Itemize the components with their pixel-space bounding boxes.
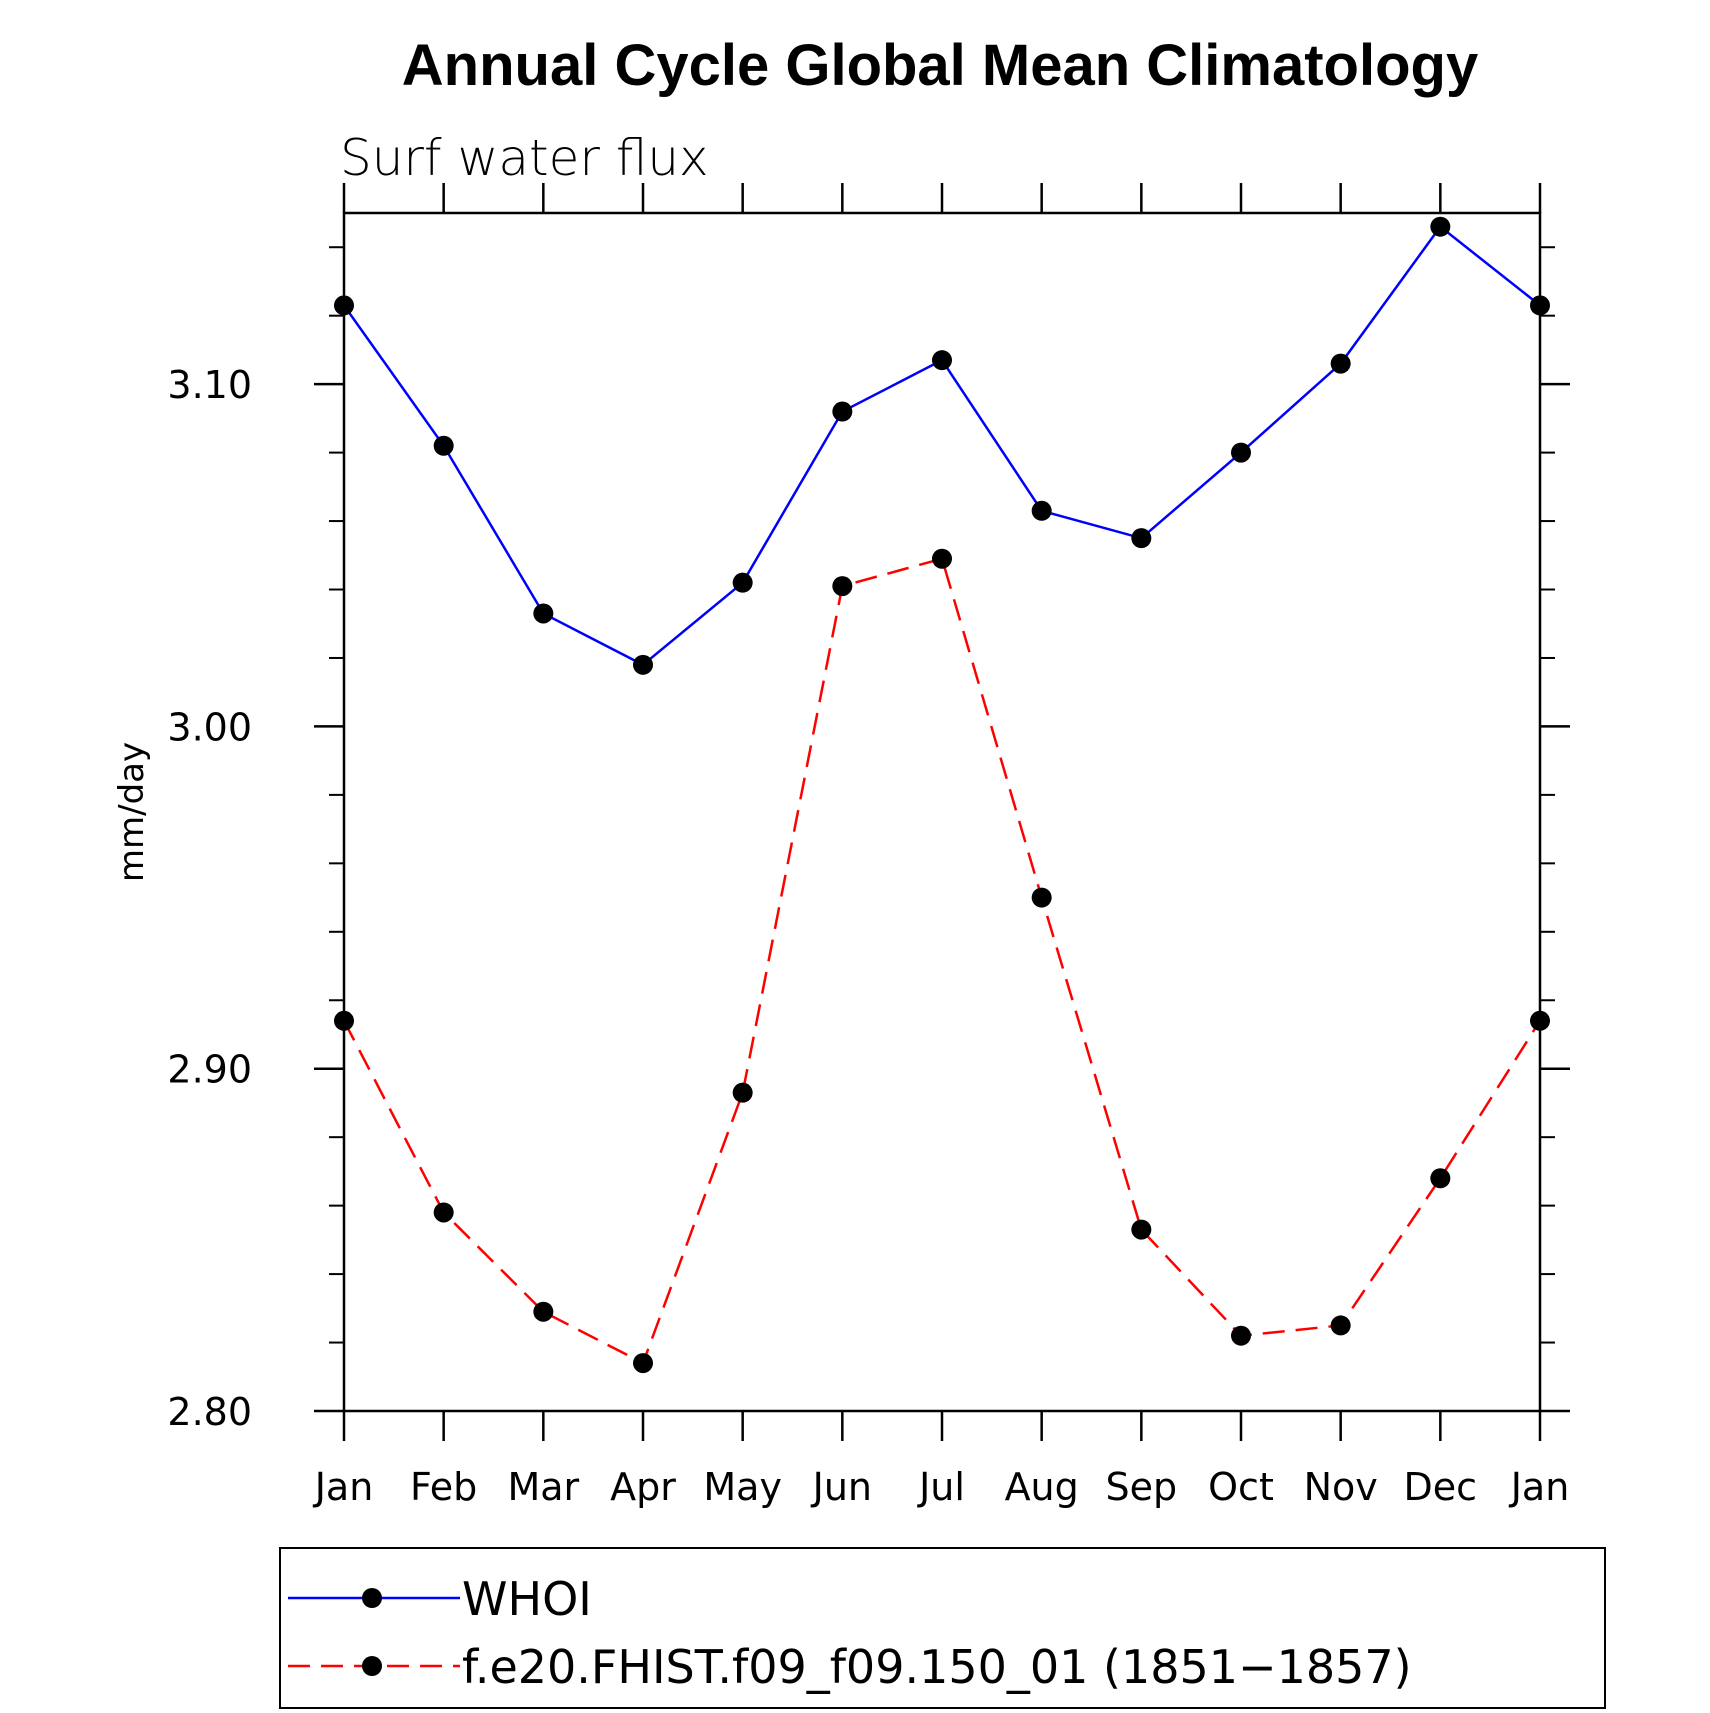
data-point [633, 654, 653, 675]
data-point [533, 603, 554, 624]
data-point [1430, 1168, 1451, 1189]
data-point [1231, 1325, 1251, 1346]
x-tick-label: Oct [1208, 1465, 1274, 1509]
y-tick-labels: 2.80 2.90 3.00 3.10 [167, 363, 252, 1434]
legend-label: f.e20.FHIST.f09_f09.150_01 (1851−1857) [462, 1640, 1412, 1694]
data-point [533, 1301, 554, 1322]
legend-items: WHOI f.e20.FHIST.f09_f09.150_01 (1851−185… [288, 1572, 1412, 1694]
legend-marker [362, 1656, 382, 1676]
data-point [1131, 1219, 1152, 1240]
x-tick-label: Jun [811, 1465, 872, 1509]
x-tick-label: May [703, 1465, 782, 1509]
plot-frame [342, 211, 1542, 1413]
data-point [832, 576, 853, 597]
data-point [1530, 1010, 1550, 1031]
data-point [932, 548, 952, 569]
data-point [932, 350, 952, 371]
x-tick-label: Sep [1106, 1465, 1178, 1509]
y-axis-label: mm/day [112, 742, 152, 882]
chart-subtitle: Surf water flux [340, 129, 709, 187]
x-tick-label: Jul [917, 1465, 965, 1509]
legend-marker [362, 1588, 382, 1608]
data-point [633, 1353, 653, 1374]
legend-label: WHOI [462, 1572, 592, 1626]
legend-box [279, 1547, 1606, 1709]
data-point [732, 572, 753, 593]
y-tick-label: 3.10 [167, 363, 252, 407]
data-point [334, 1010, 354, 1031]
data-point [832, 401, 853, 422]
x-tick-label: Nov [1304, 1465, 1378, 1509]
data-point [1530, 295, 1550, 316]
data-point [1330, 1315, 1351, 1336]
chart-title: Annual Cycle Global Mean Climatology [402, 33, 1478, 98]
data-point [1031, 887, 1052, 908]
axis-ticks [314, 183, 1570, 1441]
data-point [433, 435, 454, 456]
x-tick-label: Feb [410, 1465, 477, 1509]
data-point [1430, 216, 1451, 237]
data-point [1330, 353, 1351, 374]
x-tick-label: Mar [507, 1465, 579, 1509]
data-point [1131, 528, 1152, 549]
y-tick-label: 2.80 [167, 1390, 252, 1434]
x-tick-label: Jan [313, 1465, 374, 1509]
x-tick-labels: Jan Feb Mar Apr May Jun Jul Aug Sep Oct Nov Dec Jan [313, 1465, 1570, 1509]
data-point [1031, 500, 1052, 521]
data-point [433, 1202, 454, 1223]
x-tick-label: Aug [1005, 1465, 1079, 1509]
y-tick-label: 2.90 [167, 1048, 252, 1092]
x-tick-label: Apr [610, 1465, 676, 1509]
y-tick-label: 3.00 [167, 705, 252, 749]
series-line-1 [342, 557, 1542, 1365]
data-point [732, 1082, 753, 1103]
x-tick-label: Jan [1509, 1465, 1570, 1509]
legend: WHOI f.e20.FHIST.f09_f09.150_01 (1851−185… [279, 1547, 1606, 1709]
data-point [1231, 442, 1251, 463]
data-point [334, 295, 354, 316]
series-line-0 [342, 224, 1541, 667]
series-group [334, 216, 1550, 1374]
x-tick-label: Dec [1404, 1465, 1478, 1509]
